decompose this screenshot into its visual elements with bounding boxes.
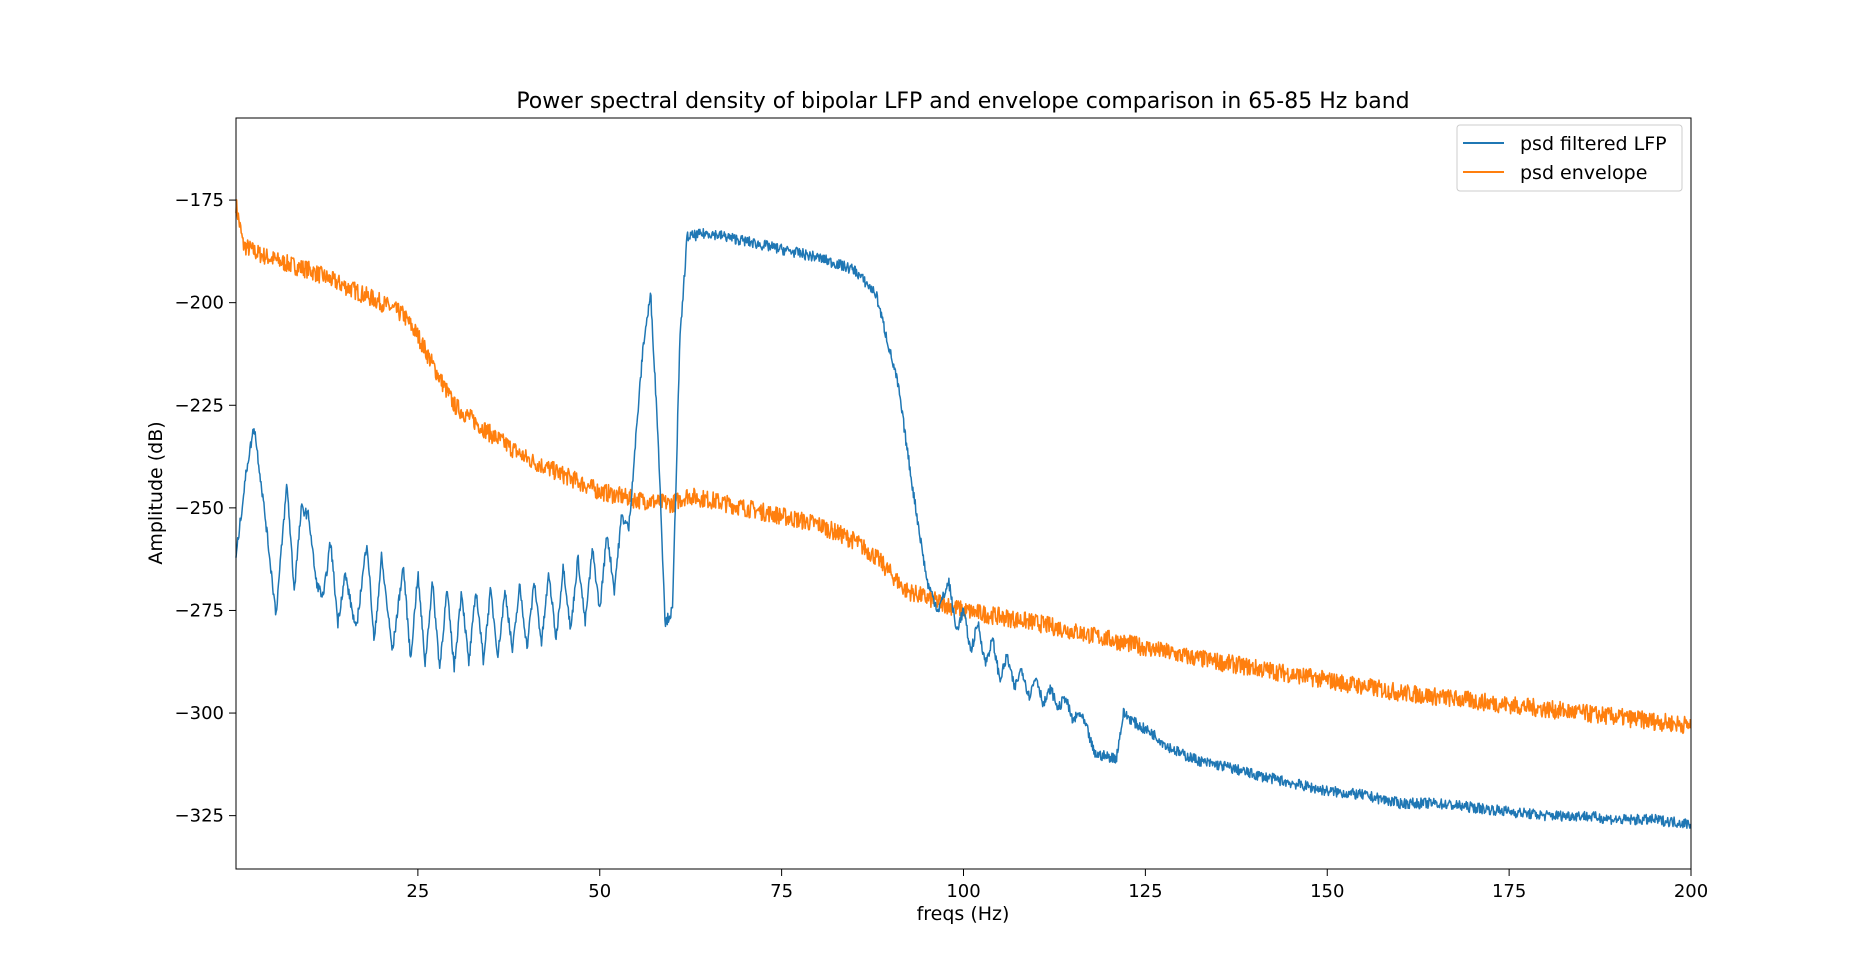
x-axis: 25 50 75 100 125 150 175 200	[406, 869, 1708, 902]
legend-label-psd-envelope: psd envelope	[1520, 162, 1647, 184]
chart-title: Power spectral density of bipolar LFP an…	[516, 89, 1409, 114]
y-tick-label: −200	[175, 293, 224, 314]
x-tick-label: 75	[770, 881, 793, 902]
series-line-psd-filtered-lfp	[235, 228, 1692, 829]
x-tick-label: 125	[1128, 881, 1162, 902]
axes-frame	[235, 117, 1692, 870]
x-tick-label: 150	[1310, 881, 1344, 902]
y-axis-label: Amplitude (dB)	[145, 421, 167, 564]
plot-area	[235, 117, 1692, 870]
x-tick-label: 100	[946, 881, 980, 902]
series-line-psd-envelope	[235, 199, 1692, 735]
legend-label-psd-filtered-lfp: psd filtered LFP	[1520, 133, 1667, 155]
series-layer	[235, 199, 1692, 829]
x-tick-label: 175	[1492, 881, 1526, 902]
legend-box	[1456, 124, 1683, 192]
y-tick-label: −225	[175, 395, 224, 416]
x-tick-label: 50	[588, 881, 611, 902]
x-axis-label: freqs (Hz)	[917, 903, 1010, 925]
x-tick-label: 200	[1674, 881, 1708, 902]
y-tick-label: −275	[175, 600, 224, 621]
x-tick-label: 25	[406, 881, 429, 902]
y-axis: −175 −200 −225 −250 −275 −300 −325	[175, 190, 236, 827]
y-tick-label: −250	[175, 498, 224, 519]
y-tick-label: −175	[175, 190, 224, 211]
legend: psd filtered LFP psd envelope	[1456, 124, 1683, 192]
y-tick-label: −300	[175, 703, 224, 724]
y-tick-label: −325	[175, 806, 224, 827]
